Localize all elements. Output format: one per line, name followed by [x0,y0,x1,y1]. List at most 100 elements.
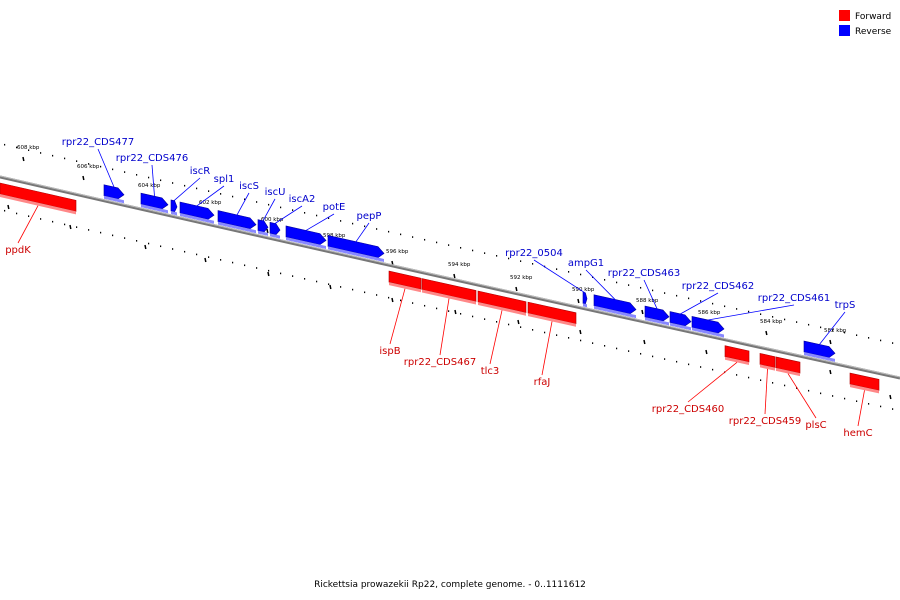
ruler-dot [880,405,882,408]
bottom-ruler-ticks [4,204,894,410]
ruler-dot [808,323,810,326]
ruler-dot [436,241,438,244]
gene-label[interactable]: rpr22_CDS463 [608,268,680,279]
ruler-dot [472,249,474,252]
ruler-dot [220,259,222,261]
gene-label[interactable]: iscU [265,187,286,198]
kbp-tick-mark [829,339,832,345]
gene-iscr[interactable] [170,199,178,213]
ruler-dot [196,187,198,190]
ruler-dot [268,203,270,206]
callout-line [533,259,586,294]
ruler-dot [844,397,846,400]
gene-label[interactable]: rpr22_CDS462 [682,281,754,292]
ruler-dot [496,255,498,257]
gene-label[interactable]: pepP [357,211,382,222]
gene-label[interactable]: rpr22_0504 [505,248,563,259]
ruler-dot [844,331,846,334]
gene-label[interactable]: rpr22_CDS461 [758,293,830,304]
ruler-dot [544,331,546,334]
gene-iscs[interactable] [217,210,257,230]
ruler-dot [160,179,162,182]
gene-label[interactable]: spl1 [214,174,235,185]
gene-ampg1[interactable] [593,294,637,315]
gene-trps[interactable] [803,340,836,358]
ruler-dot [304,278,306,280]
ruler-major-tick [267,271,270,277]
gene-iscu[interactable] [257,219,269,233]
callout-line [787,373,817,419]
gene-bevel [270,233,280,239]
ruler-dot [700,366,702,368]
gene-isca2[interactable] [269,221,281,236]
ruler-dot [640,286,642,289]
ruler-major-tick [391,297,394,303]
ruler-dot [208,190,210,192]
kbp-tick-label: 606 kbp [77,164,100,170]
kbp-tick-label: 594 kbp [448,262,471,268]
ruler-dot [76,160,78,162]
callout-line [643,279,658,309]
gene-bevel [389,282,421,293]
gene-spl1[interactable] [179,201,215,220]
gene-rpr22-cds463[interactable] [644,305,670,322]
gene-label[interactable]: rpr22_CDS477 [62,137,134,148]
gene-rpr22-cds476[interactable] [140,192,169,210]
gene-label[interactable]: rpr22_CDS460 [652,404,724,415]
ruler-dot [124,237,126,239]
kbp-tick-label: 608 kbp [17,145,40,151]
ruler-dot [292,209,294,211]
gene-label[interactable]: potE [323,202,346,213]
kbp-tick-label: 600 kbp [261,217,284,223]
ruler-dot [628,350,630,352]
gene-label[interactable]: tlc3 [481,366,500,377]
ruler-dot [88,229,90,231]
callout-line [687,362,738,403]
ruler-dot [424,238,426,241]
gene-label[interactable]: rpr22_CDS467 [404,357,476,368]
ruler-dot [892,408,894,410]
gene-label[interactable]: iscS [239,181,259,192]
ruler-dot [376,294,378,296]
gene-label[interactable]: iscR [190,166,210,177]
ruler-dot [412,236,414,238]
gene-bevel [141,204,168,214]
ruler-dot [460,246,462,249]
gene-label[interactable]: trpS [835,300,856,311]
gene-label[interactable]: ampG1 [568,258,604,269]
gene-rpr22-0504[interactable] [582,291,588,305]
ruler-dot [736,374,738,376]
callout-line [17,205,39,244]
ruler-dot [172,248,174,250]
ruler-dot [400,299,402,302]
ruler-dot [184,184,186,187]
gene-label[interactable]: ispB [379,346,400,357]
callout-line [389,288,406,345]
gene-label[interactable]: rpr22_CDS476 [116,153,188,164]
ruler-major-tick [517,319,520,325]
ruler-dot [508,257,510,260]
gene-rpr22-cds462[interactable] [669,311,692,327]
ruler-dot [232,261,234,264]
gene-pote[interactable] [285,225,327,245]
callout-line [585,269,616,300]
gene-rpr22-cds461[interactable] [691,316,725,334]
ruler-dot [136,174,138,176]
gene-bevel [258,230,268,236]
gene-label[interactable]: rfaJ [534,377,551,388]
gene-label[interactable]: rpr22_CDS459 [729,416,801,427]
gene-label[interactable]: ppdK [5,245,31,256]
gene-label[interactable]: hemC [843,428,872,439]
ruler-major-tick [889,394,892,400]
ruler-dot [424,304,426,307]
gene-pepp[interactable] [327,235,385,258]
gene-rpr22-cds477[interactable] [103,184,125,200]
ruler-major-tick [204,257,207,263]
ruler-dot [292,275,294,277]
gene-label[interactable]: plsC [805,420,826,431]
ruler-dot [700,300,702,302]
ruler-dot [652,289,654,292]
gene-label[interactable]: iscA2 [289,194,316,205]
callout-line [97,148,115,188]
ruler-dot [64,223,66,226]
